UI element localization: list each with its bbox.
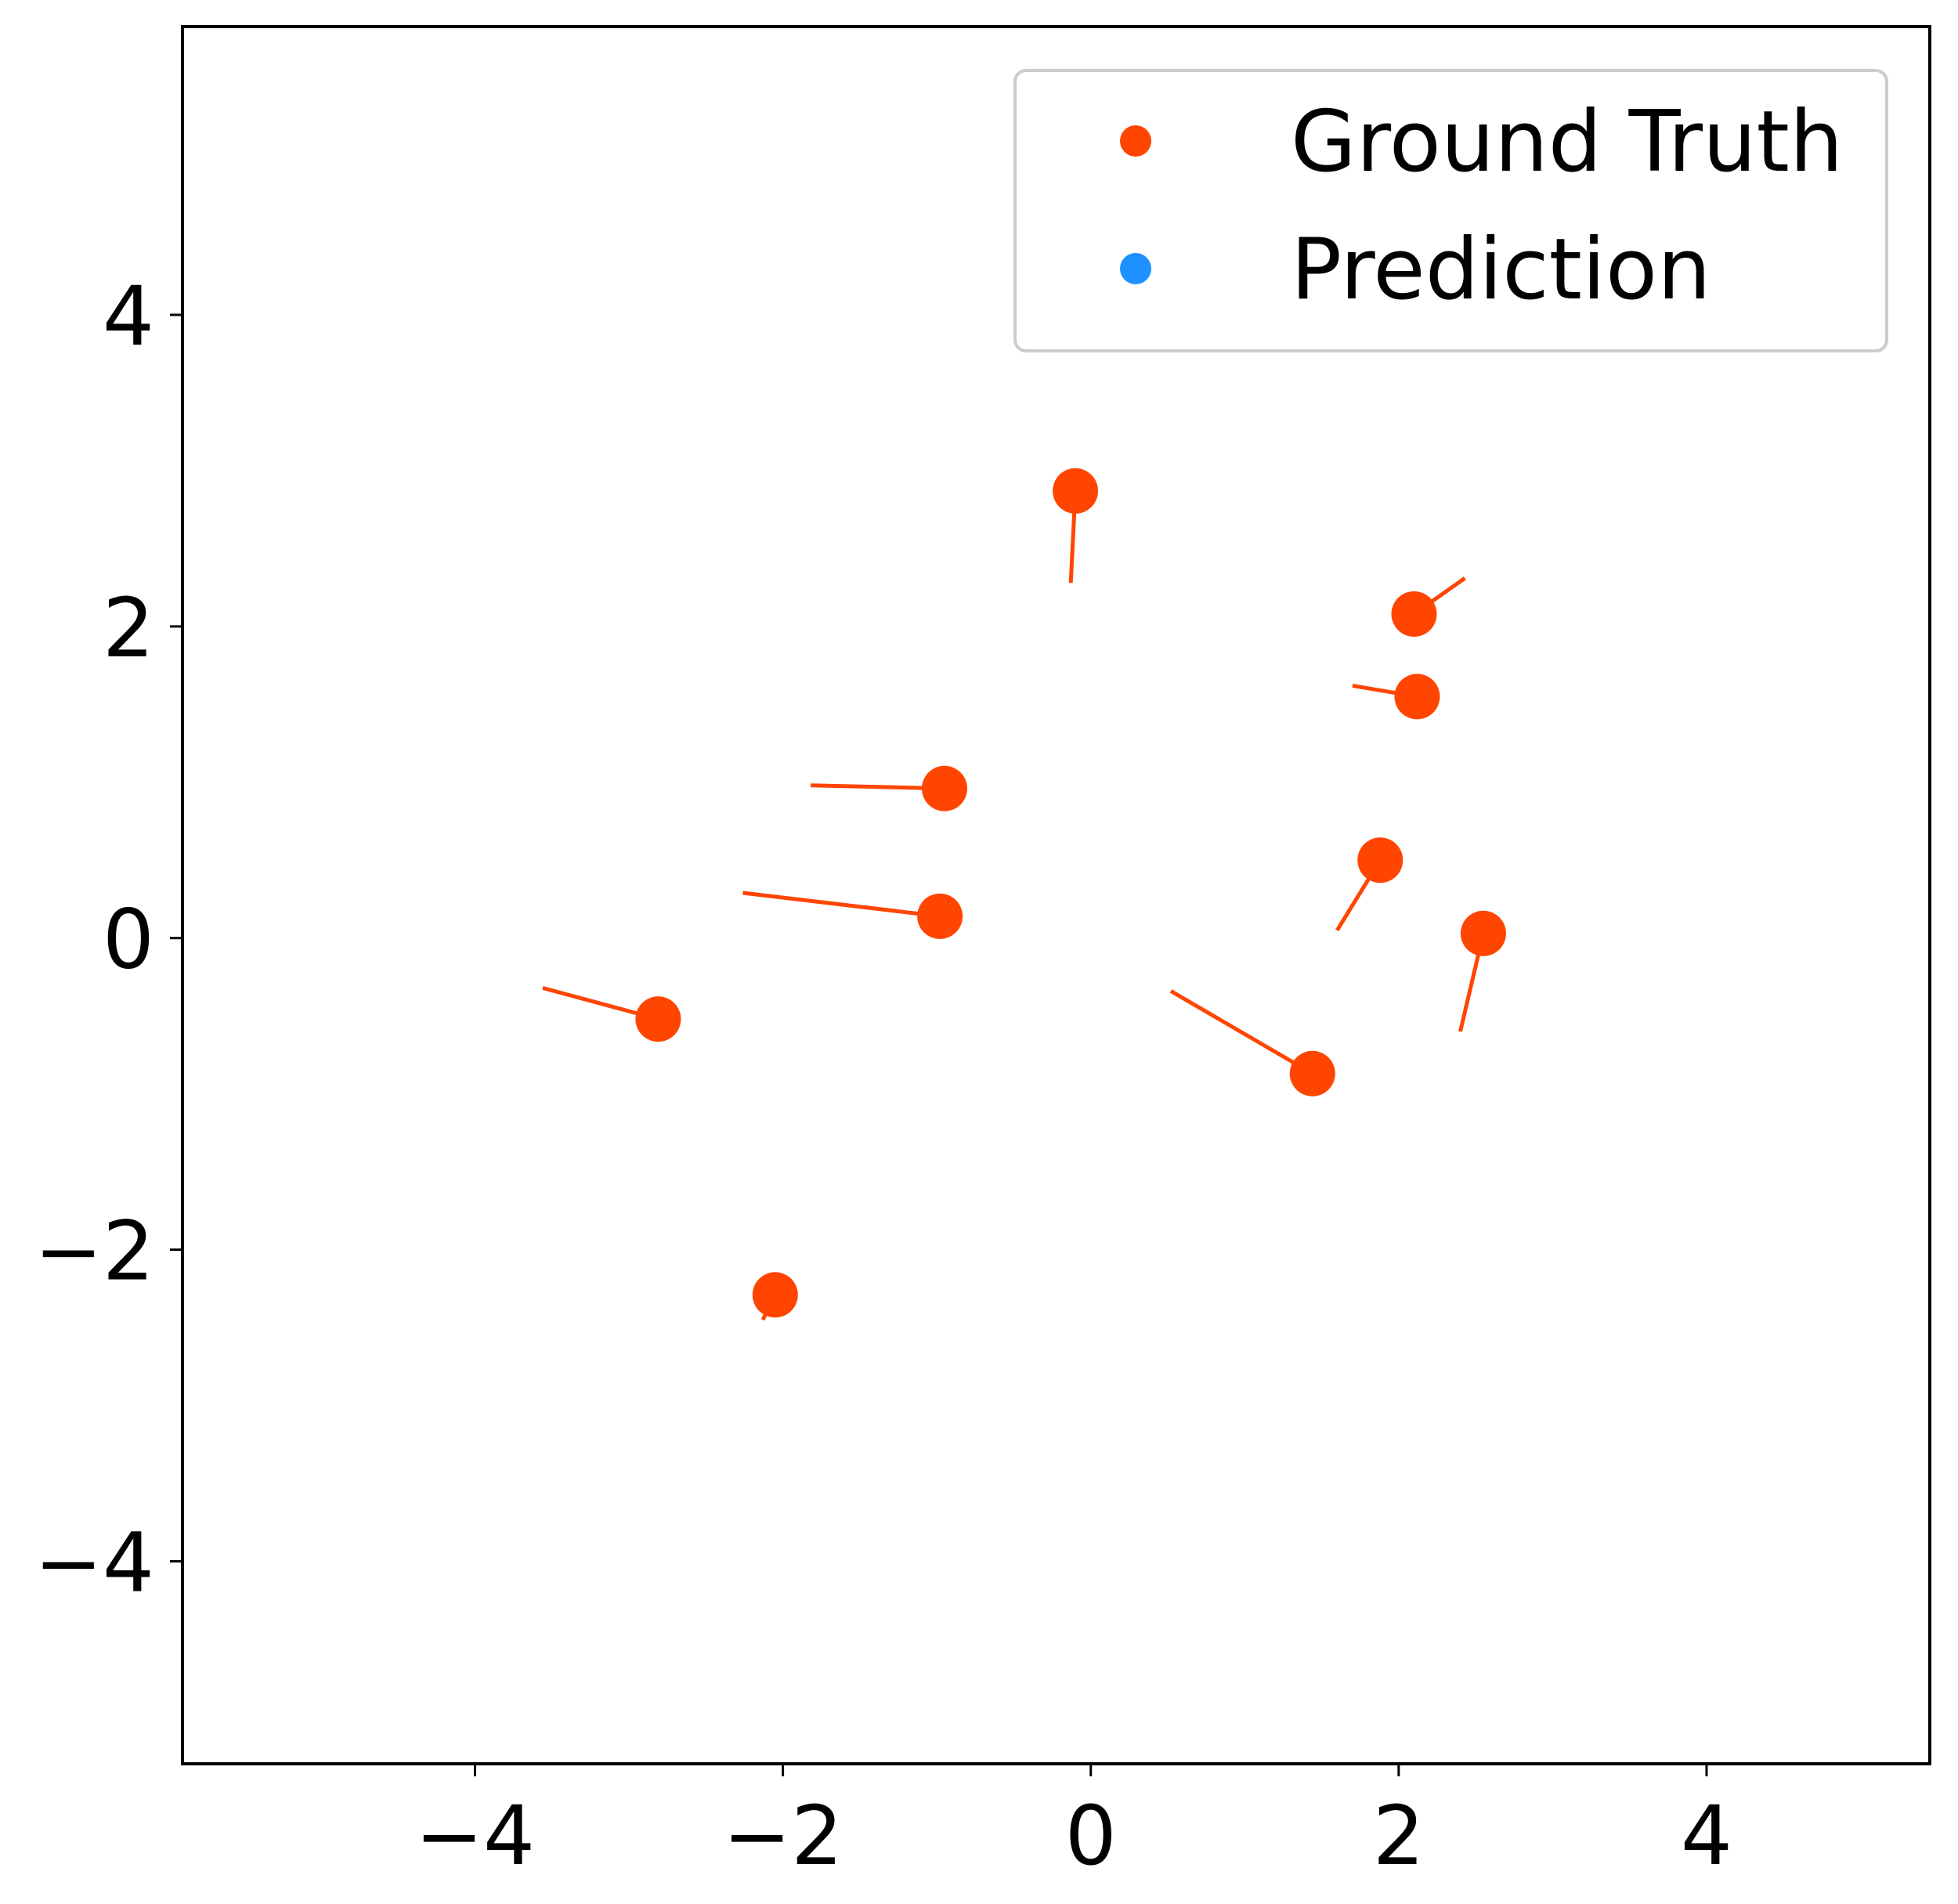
- axes: −4 −2 0 2 4 −4 −2 0 2 4: [34, 25, 1931, 1884]
- y-tick-label: −4: [34, 1515, 154, 1610]
- y-tick-label: 4: [103, 269, 154, 364]
- data-point: [1391, 591, 1437, 637]
- y-tick-label: 2: [103, 580, 154, 676]
- legend: Ground Truth Prediction: [1013, 69, 1888, 352]
- plot-frame: [181, 25, 1931, 1765]
- x-tick-label: −4: [415, 1788, 535, 1884]
- legend-frame: [1013, 69, 1888, 352]
- legend-label-ground-truth: Ground Truth: [1291, 93, 1843, 191]
- data-point: [752, 1272, 798, 1318]
- data-point: [921, 765, 967, 811]
- data-point: [635, 996, 681, 1042]
- x-tick-label: 2: [1373, 1788, 1425, 1884]
- trajectory-line: [742, 891, 941, 919]
- legend-marker-prediction: [1120, 253, 1151, 284]
- data-point: [1289, 1050, 1335, 1097]
- x-tick-label: −2: [723, 1788, 843, 1884]
- x-tick-label: 0: [1065, 1788, 1117, 1884]
- y-tick-label: 0: [103, 892, 154, 988]
- data-point: [1460, 910, 1506, 956]
- legend-label-prediction: Prediction: [1291, 221, 1711, 319]
- x-tick-label: 4: [1681, 1788, 1732, 1884]
- data-point: [917, 893, 963, 939]
- trajectory-line: [1169, 989, 1314, 1075]
- y-tick-label: −2: [34, 1204, 154, 1299]
- plot-marks: [542, 468, 1506, 1321]
- data-point: [1394, 674, 1440, 720]
- legend-marker-ground-truth: [1120, 125, 1151, 157]
- data-point: [1357, 837, 1403, 883]
- data-point: [1053, 468, 1099, 514]
